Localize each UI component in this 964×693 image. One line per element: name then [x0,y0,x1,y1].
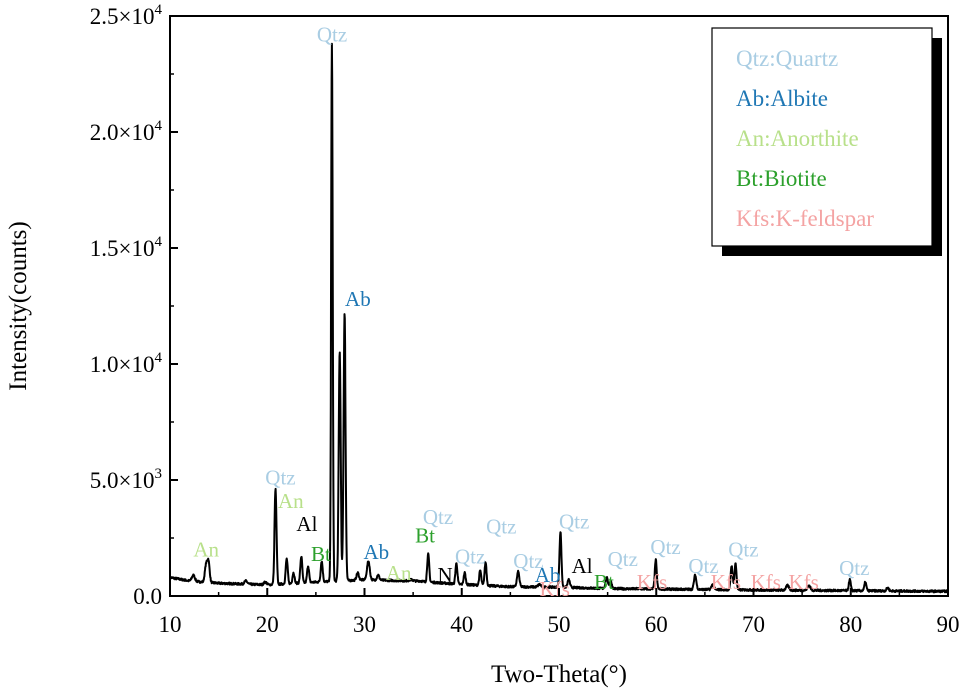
y-tick-label: 1.5×104 [90,234,163,261]
peak-label-kfs: Kfs [751,570,781,594]
y-tick-label: 5.0×103 [90,466,162,493]
legend-entry: Kfs:K-feldspar [736,206,874,231]
peak-label-kfs: Kfs [540,577,570,601]
x-tick-label: 90 [937,612,960,637]
peak-label-qtz: Qtz [317,23,347,47]
peak-label-ab: Ab [364,540,390,564]
peak-label-an: An [193,538,219,562]
legend-entry: Qtz:Quartz [736,46,838,71]
peak-label-bt: Bt [594,570,614,594]
peak-label-kfs: Kfs [789,570,819,594]
x-axis: 10 20 30 40 50 60 70 80 90 [159,588,960,637]
y-axis: 0.0 5.0×103 1.0×104 1.5×104 2.0×104 2.5×104 [90,2,178,609]
x-axis-title: Two-Theta(°) [491,661,627,688]
y-tick-label: 1.0×104 [90,350,163,377]
x-tick-label: 80 [839,612,862,637]
legend-entry: Bt:Biotite [736,166,827,191]
y-tick-label: 0.0 [133,584,162,609]
x-tick-label: 10 [159,612,182,637]
peak-label-qtz: Qtz [423,505,453,529]
xrd-pattern-line [169,42,949,594]
peak-label-n: N [437,563,452,587]
peak-label-qtz: Qtz [839,556,869,580]
peak-label-kfs: Kfs [637,570,667,594]
legend-entry: An:Anorthite [736,126,859,151]
peak-label-kfs: Kfs [711,570,741,594]
y-axis-title: Intensity(counts) [5,221,32,390]
peak-label-an: An [386,561,412,585]
peak-label-an: An [278,489,304,513]
y-tick-label: 2.5×104 [90,2,163,29]
peak-label-qtz: Qtz [608,547,638,571]
peak-label-al: Al [296,512,317,536]
peak-label-qtz: Qtz [455,545,485,569]
peak-label-ab: Ab [535,563,561,587]
x-tick-label: 20 [256,612,279,637]
peak-label-qtz: Qtz [650,535,680,559]
peak-label-qtz: Qtz [265,466,295,490]
legend-entry: Ab:Albite [736,86,828,111]
peak-label-qtz: Qtz [688,554,718,578]
peak-label-qtz: Qtz [559,510,589,534]
x-tick-label: 40 [450,612,473,637]
x-tick-label: 60 [645,612,668,637]
peak-label-qtz: Qtz [486,514,516,538]
peak-label-al: Al [572,554,593,578]
peak-label-bt: Bt [311,542,331,566]
legend: Qtz:Quartz Ab:Albite An:Anorthite Bt:Biotit… [711,27,942,256]
x-tick-label: 30 [353,612,376,637]
peak-label-ab: Ab [345,287,371,311]
x-tick-label: 50 [548,612,571,637]
legend-box [711,27,933,247]
peak-label-bt: Bt [415,524,435,548]
peak-label-qtz: Qtz [513,549,543,573]
peak-label-qtz: Qtz [728,538,758,562]
x-tick-label: 70 [742,612,765,637]
y-tick-label: 2.0×104 [90,118,163,145]
